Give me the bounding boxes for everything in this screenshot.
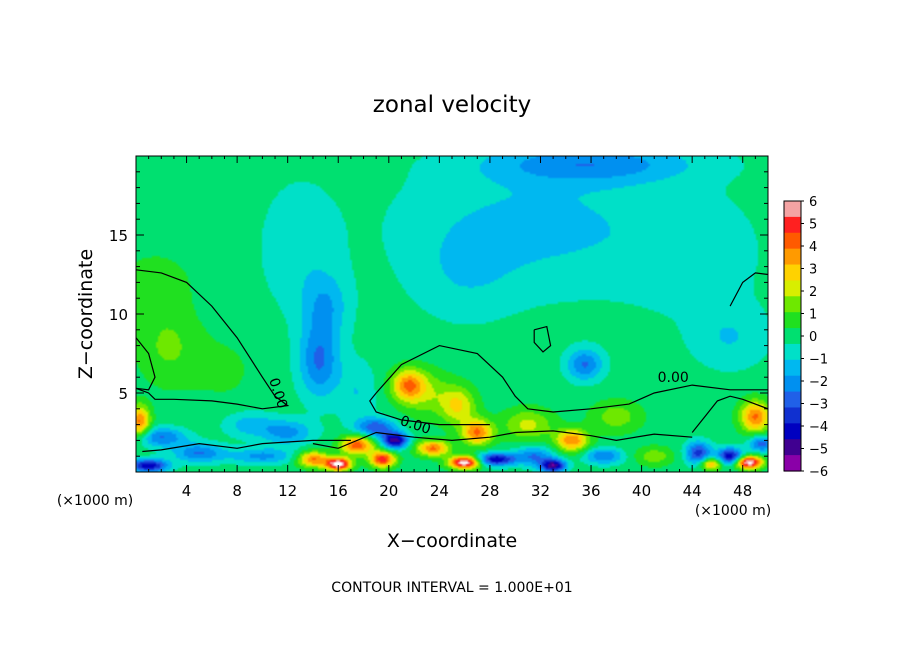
colorbar-label: 3 (809, 263, 817, 278)
colorbar-label: −5 (809, 443, 828, 458)
x-tick-label: 40 (632, 482, 651, 500)
colorbar-swatch (784, 232, 801, 250)
x-tick-label: 12 (278, 482, 297, 500)
x-tick-label: 44 (683, 482, 702, 500)
y-tick-label: 5 (118, 385, 128, 403)
x-axis-label: X−coordinate (387, 530, 517, 552)
contour-interval-footer: CONTOUR INTERVAL = 1.000E+01 (331, 580, 572, 596)
colorbar-label: −2 (809, 375, 828, 390)
colorbar-label: −3 (809, 398, 828, 413)
colorbar-label: 6 (809, 195, 817, 210)
contour-line-3 (369, 392, 490, 426)
colorbar-swatch (784, 375, 801, 393)
contour-line-4 (533, 325, 552, 353)
contour-line-1 (136, 337, 156, 391)
colorbar-swatch (784, 248, 801, 266)
x-scale-note-right: (×1000 m) (695, 503, 771, 519)
colorbar-swatch (784, 280, 801, 297)
colorbar-swatch (784, 439, 801, 456)
x-tick-label: 16 (329, 482, 348, 500)
colorbar-swatch (784, 216, 801, 234)
y-axis-label: Z−coordinate (75, 249, 97, 379)
colorbar-swatch (784, 328, 801, 345)
contour-label-2: 0.00 (658, 370, 689, 386)
colorbar-swatch (784, 407, 801, 424)
y-tick-label: 15 (109, 227, 128, 245)
colorbar-label: −1 (809, 353, 828, 368)
colorbar-swatch (784, 423, 801, 440)
colorbar-label: 0 (809, 330, 817, 345)
colorbar-swatch (784, 359, 801, 377)
x-tick-label: 20 (379, 482, 398, 500)
x-scale-note: (×1000 m) (57, 493, 133, 509)
colorbar-swatch (784, 343, 801, 361)
contour-line-6 (729, 272, 768, 307)
x-axis-ticks: 4 8 12 16 20 24 28 32 36 40 44 48 (148, 156, 756, 500)
colorbar-swatch (784, 296, 801, 313)
contour-line-5 (691, 395, 768, 433)
colorbar-swatch (784, 264, 801, 282)
x-tick-label: 48 (733, 482, 752, 500)
colorbar-swatch (784, 201, 801, 218)
colorbar-swatch (784, 312, 801, 329)
colorbar (783, 200, 802, 472)
contour-line-0 (136, 269, 290, 410)
contour-line-7 (142, 439, 351, 453)
x-tick-label: 4 (182, 482, 192, 500)
colorbar-label: −4 (809, 420, 828, 435)
colorbar-labels: 6 5 4 3 2 1 0 −1 −2 −3 −4 −5 −6 (801, 195, 828, 480)
heatmap-field (136, 156, 768, 472)
colorbar-label: 5 (809, 218, 817, 233)
contour-line-8 (312, 430, 693, 449)
x-tick-label: 8 (232, 482, 242, 500)
colorbar-swatch (784, 455, 801, 472)
x-tick-label: 32 (531, 482, 550, 500)
y-axis-ticks: 5 10 15 (109, 171, 768, 457)
heatmap-image (136, 156, 768, 472)
x-tick-label: 24 (430, 482, 449, 500)
y-tick-label: 10 (109, 306, 128, 324)
colorbar-label: 1 (809, 308, 817, 323)
colorbar-label: 2 (809, 285, 817, 300)
colorbar-label: −6 (809, 465, 828, 480)
x-tick-label: 36 (581, 482, 600, 500)
colorbar-swatch (784, 391, 801, 409)
chart-title: zonal velocity (373, 92, 531, 118)
contour-lines (136, 269, 768, 453)
x-tick-label: 28 (480, 482, 499, 500)
colorbar-label: 4 (809, 240, 817, 255)
contour-line-2 (375, 344, 768, 413)
